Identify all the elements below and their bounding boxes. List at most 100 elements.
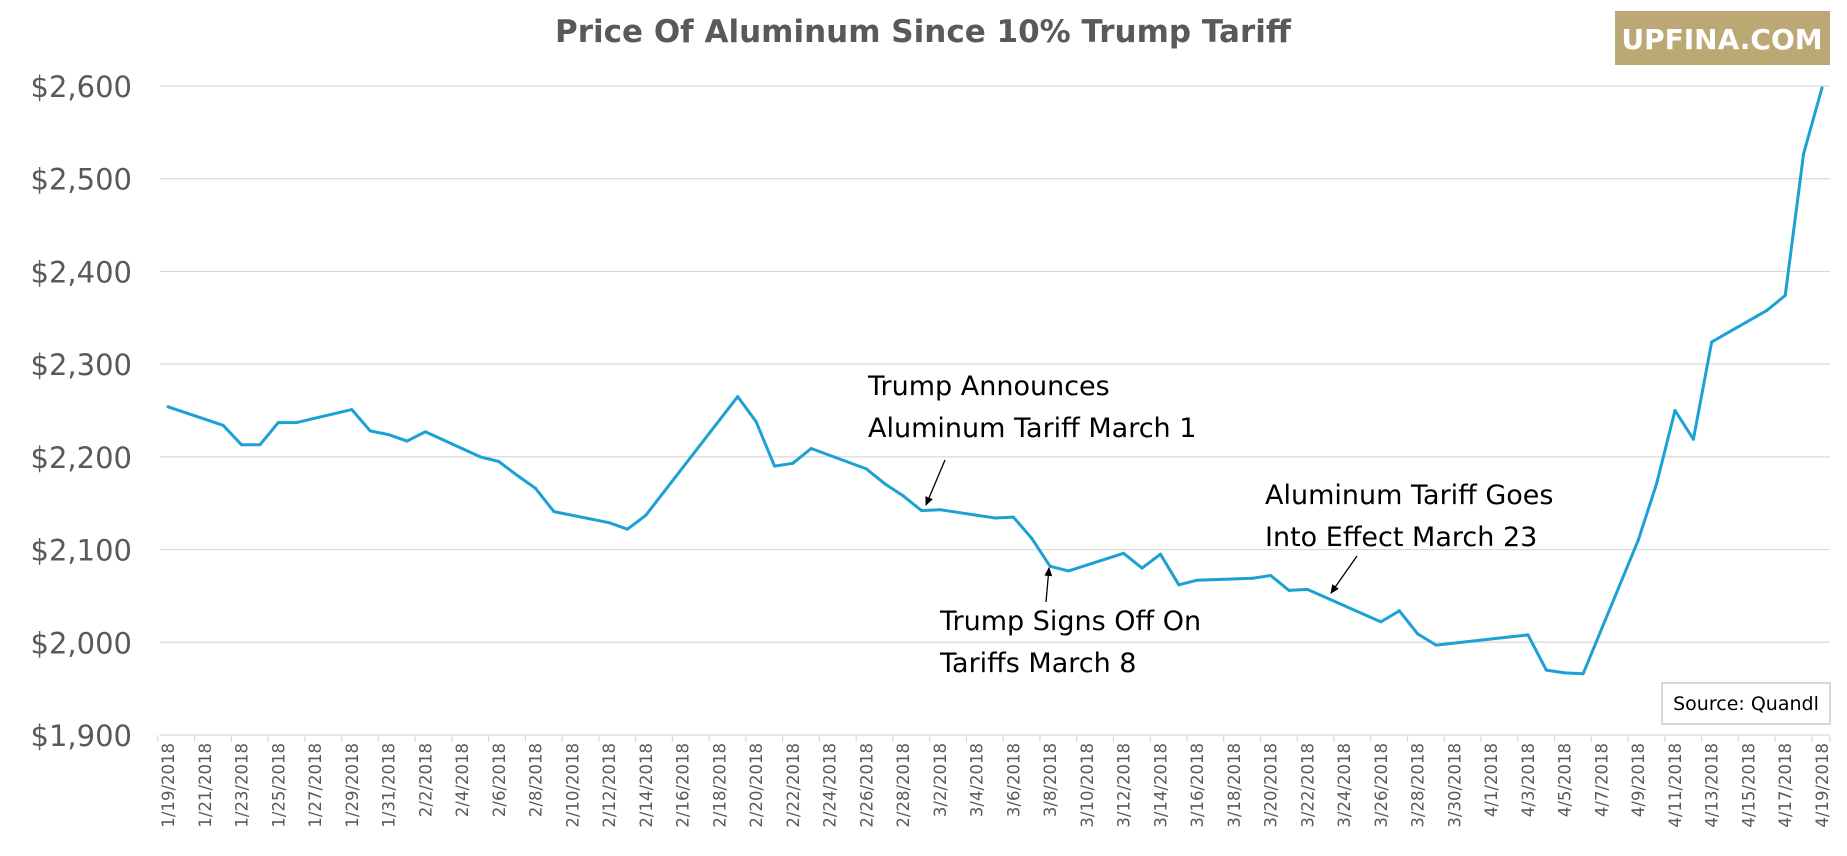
annotation-text: Aluminum Tariff March 1 — [868, 413, 1196, 444]
x-tick-label: 4/13/2018 — [1703, 743, 1722, 828]
x-tick-label: 4/15/2018 — [1739, 743, 1758, 828]
data-point — [1011, 515, 1015, 519]
x-tick-label: 1/31/2018 — [380, 743, 399, 828]
annotation: Aluminum Tariff Goes Into Effect March 23 — [1265, 480, 1553, 594]
x-tick-label: 3/12/2018 — [1115, 743, 1134, 828]
data-point — [515, 473, 519, 477]
x-tick-label: 2/18/2018 — [710, 743, 729, 828]
data-point — [1140, 566, 1144, 570]
data-point — [1305, 587, 1309, 591]
x-tick-label: 3/10/2018 — [1078, 743, 1097, 828]
data-point — [276, 421, 280, 425]
x-tick-label: 3/18/2018 — [1225, 743, 1244, 828]
data-point — [258, 443, 262, 447]
x-tick-label: 3/28/2018 — [1409, 743, 1428, 828]
data-point — [1563, 671, 1567, 675]
x-tick-label: 3/20/2018 — [1262, 743, 1281, 828]
branding-badge-text: UPFINA.COM — [1621, 23, 1822, 56]
x-tick-label: 4/7/2018 — [1592, 743, 1611, 817]
annotation-text: Aluminum Tariff Goes — [1265, 480, 1553, 511]
x-tick-label: 4/11/2018 — [1666, 743, 1685, 828]
data-point — [221, 423, 225, 427]
data-point — [1802, 152, 1806, 156]
x-tick-label: 2/28/2018 — [894, 743, 913, 828]
y-tick-label: $2,000 — [31, 626, 132, 660]
annotation-arrow-icon — [1044, 567, 1053, 603]
data-point — [644, 513, 648, 517]
data-point — [1636, 538, 1640, 542]
data-point — [1673, 409, 1677, 412]
x-tick-label: 1/25/2018 — [269, 743, 288, 828]
x-tick-label: 2/12/2018 — [600, 743, 619, 828]
x-tick-label: 2/24/2018 — [821, 743, 840, 828]
x-tick-label: 2/14/2018 — [637, 743, 656, 828]
data-point — [919, 509, 923, 513]
x-tick-label: 3/16/2018 — [1188, 743, 1207, 828]
data-point — [423, 430, 427, 434]
data-point — [1250, 576, 1254, 580]
x-tick-label: 1/27/2018 — [306, 743, 325, 828]
data-point — [1048, 564, 1052, 568]
data-point — [478, 455, 482, 459]
data-point — [1122, 551, 1126, 555]
y-tick-label: $2,200 — [31, 441, 132, 475]
x-tick-label: 3/30/2018 — [1445, 743, 1464, 828]
x-tick-label: 4/5/2018 — [1556, 743, 1575, 817]
data-point — [1158, 552, 1162, 556]
data-point — [166, 405, 170, 409]
x-tick-label: 4/17/2018 — [1776, 743, 1795, 828]
data-point — [1030, 536, 1034, 540]
data-point — [1765, 308, 1769, 312]
x-axis: 1/19/2018 1/21/2018 1/23/2018 1/25/2018 1/27… — [157, 734, 1832, 828]
source-label: Source: Quandl — [1673, 693, 1819, 715]
data-point — [864, 467, 868, 471]
x-tick-label: 3/8/2018 — [1041, 743, 1060, 817]
x-tick-label: 3/6/2018 — [1004, 743, 1023, 817]
data-point — [1269, 574, 1273, 578]
data-point — [350, 408, 354, 412]
x-tick-label: 2/8/2018 — [527, 743, 546, 817]
x-tick-label: 2/26/2018 — [857, 743, 876, 828]
data-point — [1177, 583, 1181, 587]
data-point — [1434, 643, 1438, 647]
data-point — [1783, 294, 1787, 298]
annotation-text: Trump Announces — [867, 371, 1110, 402]
data-point — [497, 459, 501, 463]
data-point — [1195, 578, 1199, 582]
data-point — [625, 527, 629, 531]
y-tick-label: $2,300 — [31, 348, 132, 382]
data-point — [534, 486, 538, 490]
x-tick-label: 2/10/2018 — [563, 743, 582, 828]
data-point — [1655, 482, 1659, 486]
data-point — [938, 508, 942, 512]
chart-title: Price Of Aluminum Since 10% Trump Tariff — [555, 14, 1292, 50]
x-tick-label: 3/14/2018 — [1151, 743, 1170, 828]
data-point — [1691, 437, 1695, 441]
x-tick-label: 4/1/2018 — [1482, 743, 1501, 817]
x-tick-label: 2/22/2018 — [784, 743, 803, 828]
data-point — [1416, 632, 1420, 636]
annotations: Trump Announces Aluminum Tariff March 1Tr… — [867, 371, 1553, 679]
x-tick-label: 4/19/2018 — [1813, 743, 1832, 828]
x-tick-label: 1/21/2018 — [196, 743, 215, 828]
annotation-text: Tariffs March 8 — [939, 648, 1137, 679]
annotation-arrow-icon — [1330, 555, 1358, 594]
data-point — [607, 521, 611, 525]
annotation-arrow-icon — [925, 459, 946, 506]
gridlines — [160, 85, 1830, 643]
data-point — [387, 433, 391, 437]
x-tick-label: 3/2/2018 — [931, 743, 950, 817]
data-point — [809, 447, 813, 451]
annotation: Trump Announces Aluminum Tariff March 1 — [867, 371, 1196, 506]
data-point — [736, 395, 740, 399]
data-point — [1287, 588, 1291, 592]
y-tick-label: $2,600 — [31, 70, 132, 104]
data-point — [1581, 672, 1585, 676]
data-point — [901, 494, 905, 498]
x-tick-label: 2/20/2018 — [747, 743, 766, 828]
data-point — [1820, 86, 1824, 90]
x-tick-label: 1/19/2018 — [159, 743, 178, 828]
data-point — [1379, 620, 1383, 624]
data-point — [405, 439, 409, 443]
